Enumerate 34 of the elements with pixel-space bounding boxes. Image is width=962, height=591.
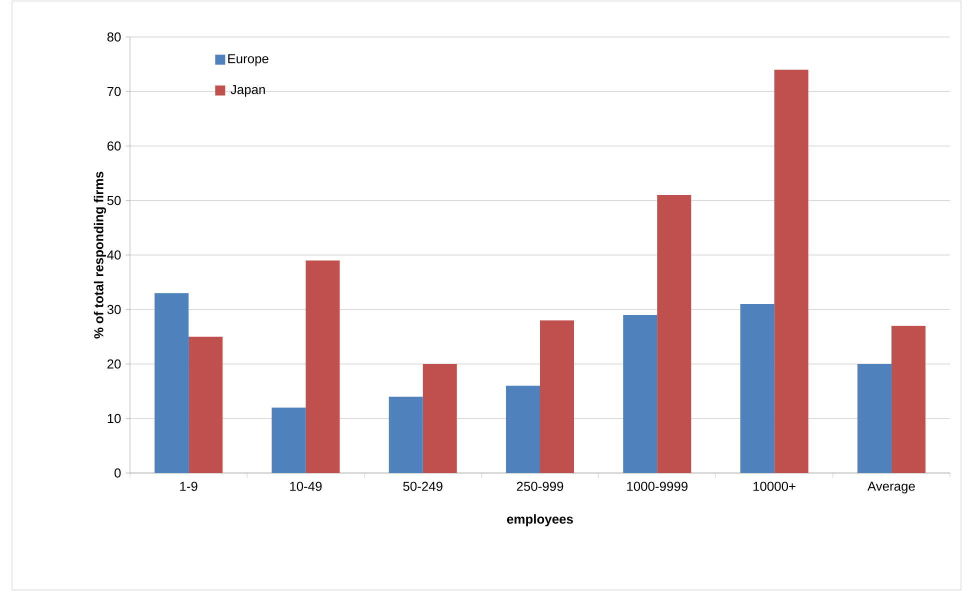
bar — [540, 320, 574, 473]
y-tick-label: 0 — [114, 468, 121, 478]
bar — [623, 314, 658, 473]
legend-label: Europe — [228, 54, 268, 66]
x-tick-label: 1-9 — [180, 482, 198, 491]
y-tick-label: 60 — [107, 141, 121, 151]
y-axis-title: % of total responding firms — [94, 172, 106, 338]
y-tick-label: 20 — [107, 359, 121, 369]
y-tick-label: 70 — [108, 86, 121, 96]
legend-label: Japan — [230, 85, 265, 97]
bar — [188, 336, 223, 473]
bar — [774, 70, 808, 473]
x-tick-label: 50-249 — [403, 482, 442, 491]
y-tick-label: 40 — [107, 250, 121, 260]
y-tick-label: 30 — [107, 304, 121, 314]
bar — [422, 364, 457, 473]
x-tick-label: 10-49 — [290, 482, 322, 491]
y-tick-label: 80 — [107, 32, 121, 42]
bar — [657, 195, 692, 473]
bar — [306, 260, 340, 473]
x-axis-title: employees — [507, 514, 573, 526]
bar — [740, 304, 774, 473]
bar — [388, 396, 423, 473]
bar — [506, 386, 540, 473]
bar — [154, 293, 189, 473]
x-tick-label: 10000+ — [753, 482, 796, 491]
x-tick-label: 250-999 — [516, 482, 564, 491]
bar — [272, 408, 306, 473]
y-tick-label: 50 — [107, 196, 121, 206]
bar — [857, 364, 892, 473]
x-tick-label: Average — [867, 482, 915, 494]
y-tick-label: 10 — [108, 414, 121, 424]
x-tick-label: 1000-9999 — [627, 482, 688, 491]
bar — [891, 326, 926, 473]
